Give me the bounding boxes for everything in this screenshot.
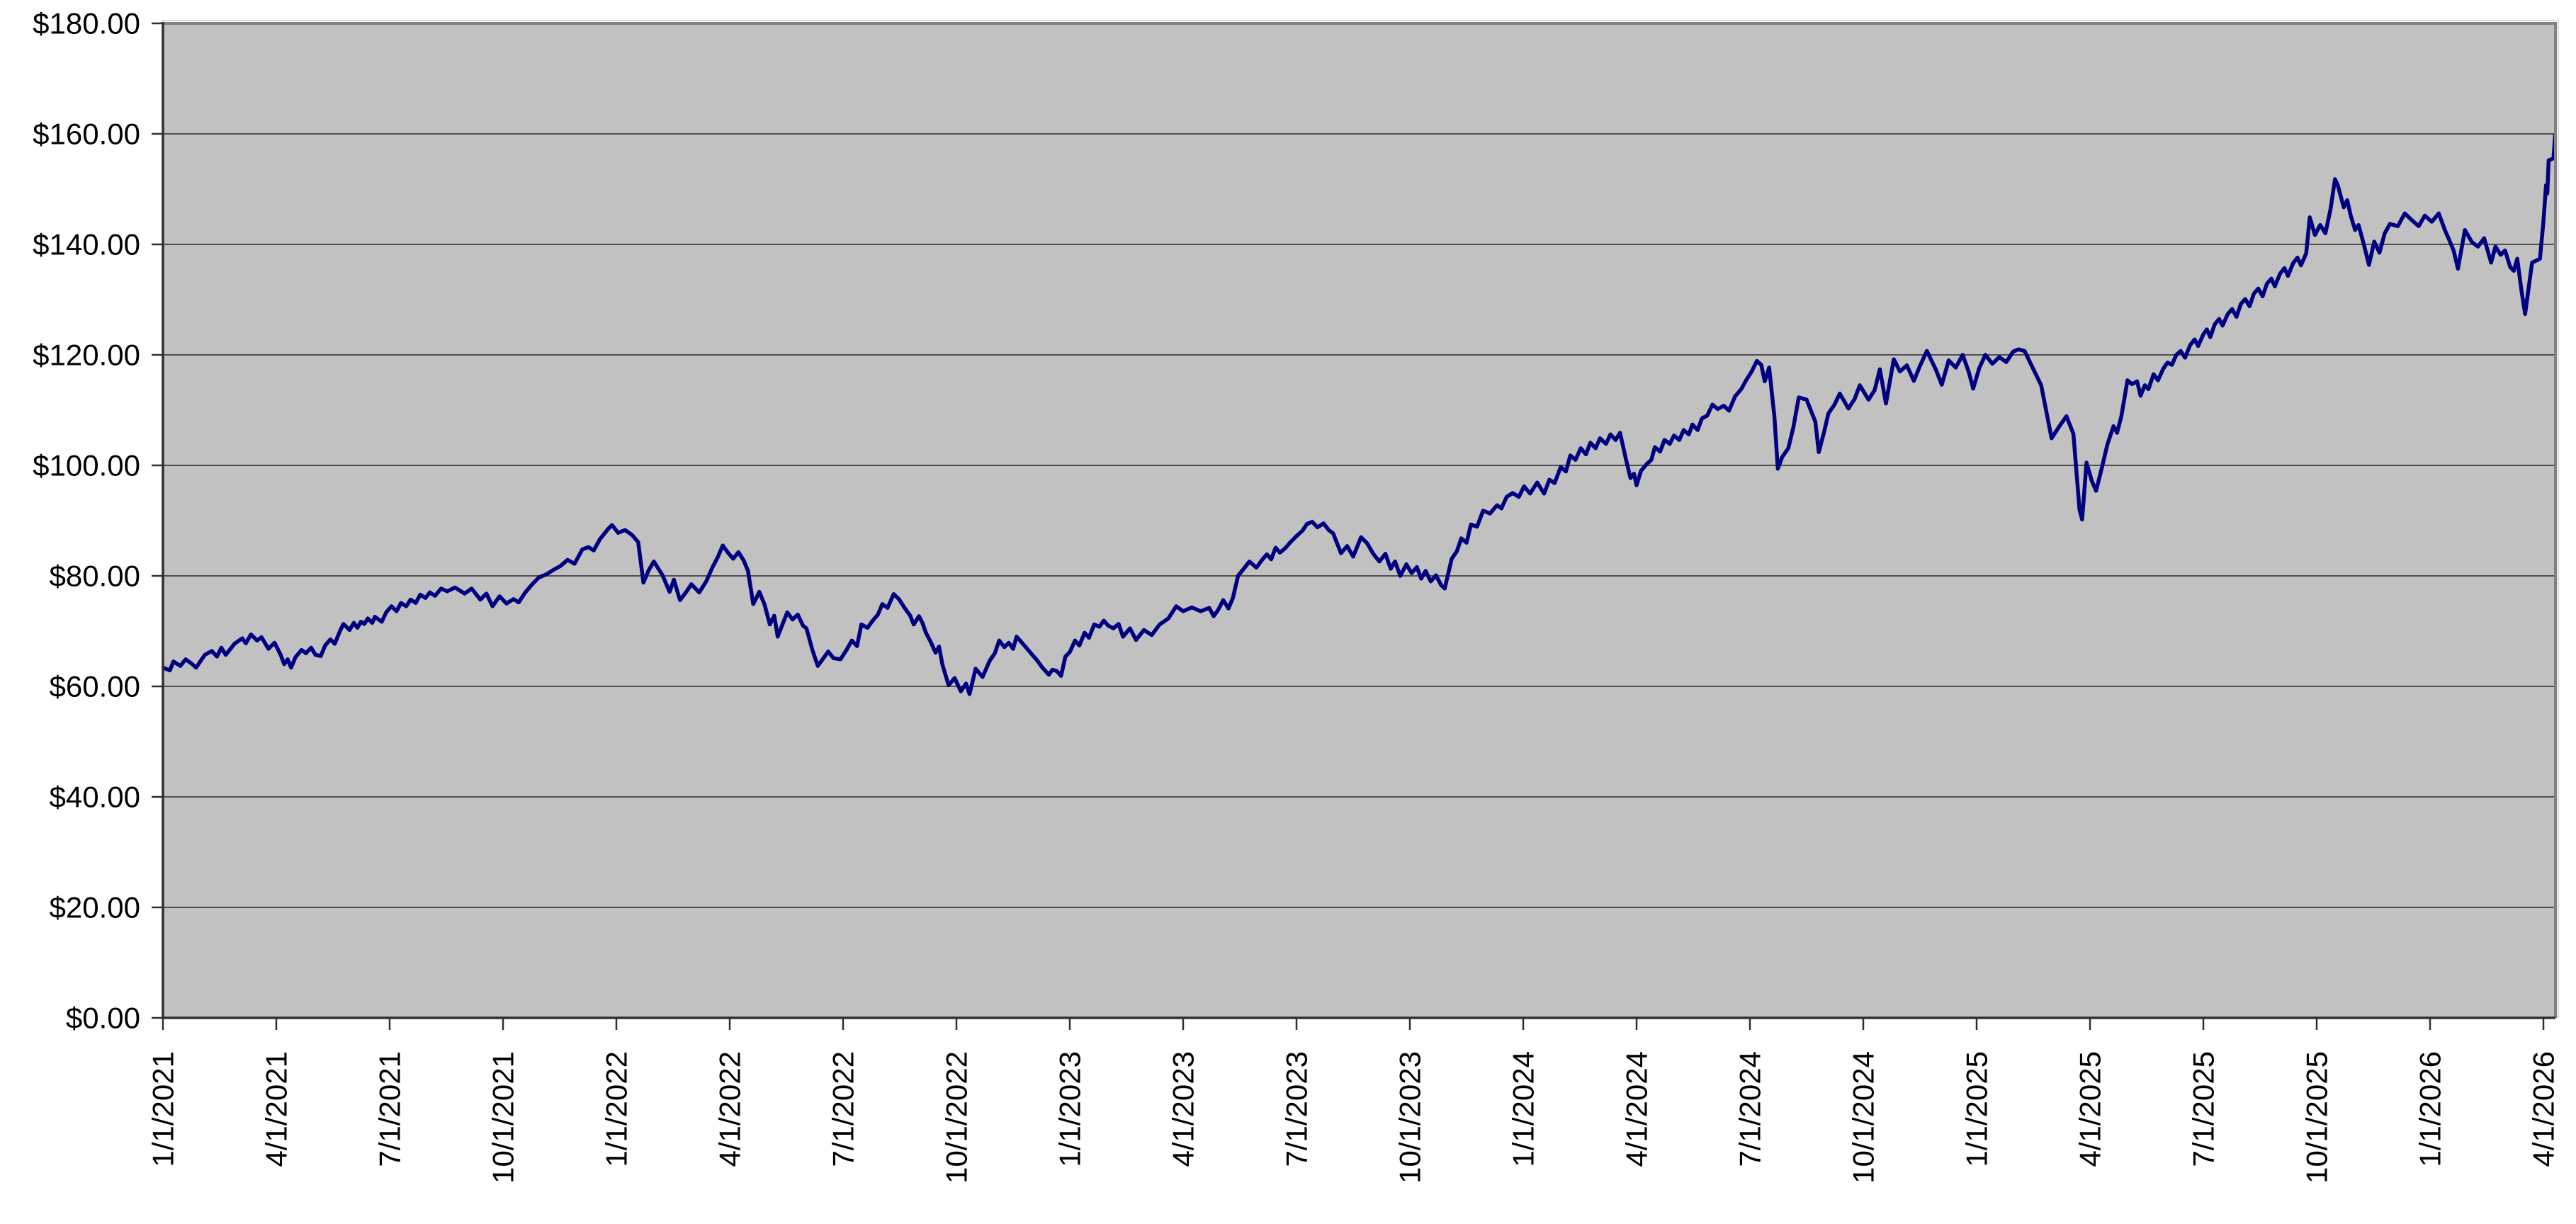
x-axis-label: 4/1/2021 [260,1051,293,1167]
x-axis-label: 10/1/2023 [1394,1051,1427,1184]
x-axis-label: 7/1/2024 [1734,1051,1767,1167]
x-axis-label: 1/1/2024 [1507,1051,1540,1167]
y-axis-label: $160.00 [33,118,140,151]
x-axis-label: 1/1/2022 [600,1051,633,1167]
y-axis-label: $80.00 [50,560,140,593]
axes [162,22,2555,1019]
x-axis-label: 10/1/2025 [2300,1051,2334,1184]
x-axis-label: 4/1/2022 [713,1051,747,1167]
x-axis-label: 1/1/2026 [2414,1051,2447,1167]
y-axis-label: $20.00 [50,891,140,924]
x-axis-label: 7/1/2023 [1280,1051,1314,1167]
x-axis-label: 10/1/2021 [487,1051,520,1184]
y-axis-label: $180.00 [33,7,140,40]
tick-marks [152,22,2545,1030]
x-axis-labels: 1/1/2021 4/1/2021 7/1/2021 10/1/2021 1/1/202… [147,1051,2560,1184]
y-axis-label: $120.00 [33,339,140,372]
plot-background [163,23,2555,1018]
x-axis-label: 7/1/2022 [827,1051,860,1167]
y-axis-label: $140.00 [33,228,140,261]
x-axis-label: 4/1/2025 [2074,1051,2107,1167]
x-axis-label: 4/1/2023 [1167,1051,1200,1167]
x-axis-label: 10/1/2022 [940,1051,973,1184]
x-axis-label: 1/1/2023 [1053,1051,1087,1167]
x-axis-label: 4/1/2024 [1620,1051,1654,1167]
x-axis-label: 1/1/2021 [147,1051,180,1167]
plot-area [163,23,2555,1018]
x-axis-label: 10/1/2024 [1847,1051,1880,1184]
gridlines [163,133,2555,908]
y-axis-label: $0.00 [66,1002,140,1035]
x-axis-label: 7/1/2021 [373,1051,407,1167]
x-axis-label: 7/1/2025 [2187,1051,2220,1167]
x-axis-label: 1/1/2025 [1960,1051,1994,1167]
y-axis-label: $100.00 [33,449,140,482]
y-axis-labels: $180.00 $160.00 $140.00 $120.00 $100.00 $80.0… [33,7,140,1035]
series-price-line [162,130,2557,696]
data-series-line [162,130,2557,696]
y-axis-label: $60.00 [50,670,140,703]
plot-border [162,20,2559,1018]
y-axis-label: $40.00 [50,781,140,814]
x-axis-label: 4/1/2026 [2527,1051,2560,1167]
